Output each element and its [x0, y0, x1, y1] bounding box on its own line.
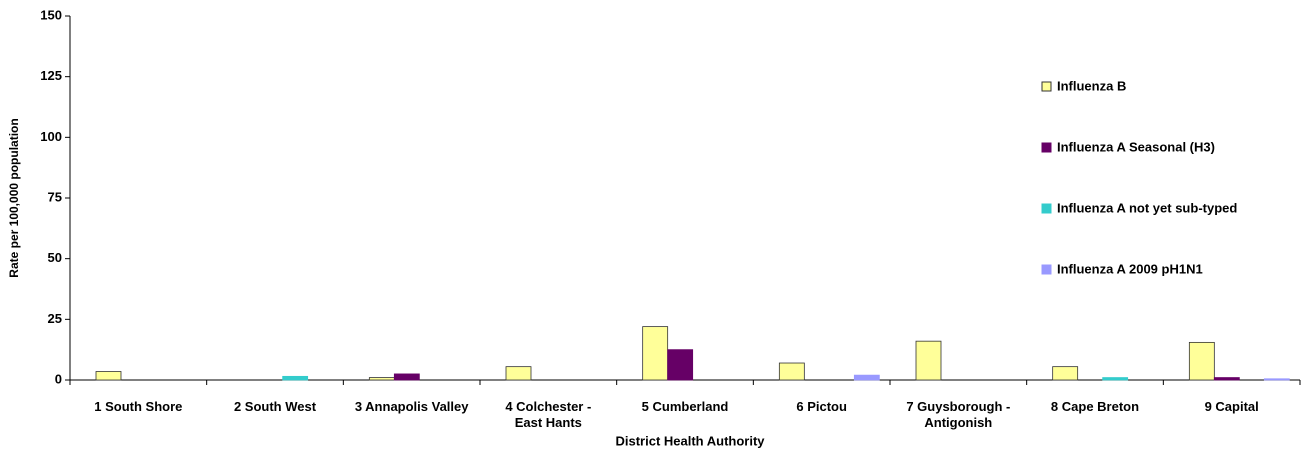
legend-swatch	[1041, 264, 1052, 275]
x-tick-label: 6 Pictou	[796, 399, 847, 414]
x-axis-title: District Health Authority	[615, 433, 765, 448]
x-tick-label: 8 Cape Breton	[1050, 399, 1140, 414]
bar	[368, 377, 395, 381]
bar	[1052, 366, 1079, 381]
y-tick-label: 125	[40, 68, 62, 83]
y-tick-label: 0	[55, 371, 62, 386]
bar	[505, 366, 532, 381]
legend-label: Influenza A not yet sub-typed	[1057, 200, 1237, 215]
y-tick-label: 75	[48, 189, 62, 204]
legend-swatch	[1041, 203, 1052, 214]
y-tick-label: 150	[40, 7, 62, 22]
legend-label: Influenza A 2009 pH1N1	[1057, 261, 1203, 276]
x-tick-label: 9 Capital	[1204, 399, 1259, 414]
bar	[1102, 377, 1129, 381]
bar	[853, 374, 880, 381]
x-tick-label: 4 Colchester - East Hants	[505, 399, 592, 430]
legend-label: Influenza A Seasonal (H3)	[1057, 139, 1215, 154]
bar	[393, 373, 420, 381]
bar	[1263, 378, 1290, 381]
legend-swatch	[1041, 81, 1052, 92]
x-tick-label: 1 South Shore	[94, 399, 183, 414]
x-tick-label: 5 Cumberland	[641, 399, 729, 414]
y-tick-label: 100	[40, 129, 62, 144]
y-tick-label: 50	[48, 250, 62, 265]
legend-swatch	[1041, 142, 1052, 153]
bar	[1188, 341, 1215, 381]
bar	[915, 340, 942, 381]
bar	[778, 362, 805, 381]
y-axis-title: Rate per 100,000 population	[7, 118, 21, 277]
bar	[667, 349, 694, 381]
bar	[282, 375, 309, 381]
y-tick-label: 25	[48, 311, 62, 326]
x-tick-label: 7 Guysborough - Antigonish	[906, 399, 1011, 430]
bar	[642, 326, 669, 381]
bar	[95, 371, 122, 381]
legend-label: Influenza B	[1057, 78, 1126, 93]
x-tick-label: 3 Annapolis Valley	[354, 399, 469, 414]
bar	[1213, 377, 1240, 381]
x-tick-label: 2 South West	[233, 399, 317, 414]
